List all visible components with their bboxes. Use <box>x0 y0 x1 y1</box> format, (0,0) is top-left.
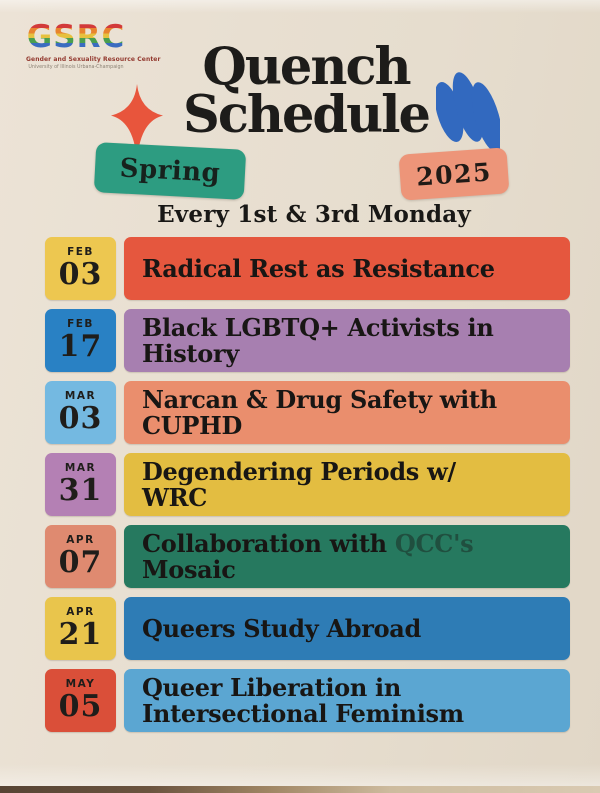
poster-title-line2: Schedule <box>183 84 431 145</box>
table-surface-edge <box>0 786 600 793</box>
event-date: APR 21 <box>45 597 116 660</box>
event-date: FEB 17 <box>45 309 116 372</box>
gsrc-logo-name: Gender and Sexuality Resource Center <box>26 56 161 63</box>
event-month: FEB <box>67 318 94 331</box>
paper-top-edge <box>0 0 600 13</box>
schedule-row: MAR 03 Narcan & Drug Safety with CUPHD <box>45 381 570 444</box>
event-title: Black LGBTQ+ Activists in History <box>142 313 494 368</box>
paper-bottom-edge <box>0 764 600 786</box>
schedule-row: APR 21 Queers Study Abroad <box>45 597 570 660</box>
event-date: MAY 05 <box>45 669 116 732</box>
event-month: MAR <box>64 390 97 403</box>
event-day: 21 <box>58 616 103 652</box>
poster-title-line1: Quench <box>202 37 411 97</box>
event-title: Radical Rest as Resistance <box>142 253 495 283</box>
event-month: APR <box>66 534 95 547</box>
gsrc-logo-acronym: GSRC <box>26 19 126 55</box>
event-bar: Queers Study Abroad <box>124 597 570 660</box>
season-badge: Spring <box>93 142 247 200</box>
event-day: 17 <box>58 328 103 364</box>
event-day: 03 <box>58 400 103 436</box>
event-bar: Degendering Periods w/ WRC <box>124 453 570 516</box>
event-day: 07 <box>58 544 103 580</box>
event-title-faded-part: QCC's <box>394 529 474 559</box>
event-title-part: Collaboration with <box>142 529 395 559</box>
event-bar: Radical Rest as Resistance <box>124 237 570 300</box>
event-title: Degendering Periods w/ WRC <box>142 457 456 512</box>
season-badge-label: Spring <box>118 153 222 189</box>
event-bar: Narcan & Drug Safety with CUPHD <box>124 381 570 444</box>
schedule-row: FEB 17 Black LGBTQ+ Activists in History <box>45 309 570 372</box>
event-date: MAR 31 <box>45 453 116 516</box>
event-day: 03 <box>58 256 103 292</box>
event-title-part: Mosaic <box>142 554 236 584</box>
event-bar: Queer Liberation in Intersectional Femin… <box>124 669 570 732</box>
event-month: FEB <box>67 246 94 259</box>
event-month: MAR <box>64 462 97 475</box>
gsrc-logo-university: University of Illinois Urbana-Champaign <box>28 65 124 70</box>
event-title: Collaboration with QCC's Mosaic <box>124 529 483 584</box>
schedule-row: FEB 03 Radical Rest as Resistance <box>45 237 570 300</box>
event-date: APR 07 <box>45 525 116 588</box>
schedule-row: MAY 05 Queer Liberation in Intersectiona… <box>45 669 570 732</box>
poster-title: Quench Schedule <box>6 37 600 145</box>
event-date: MAR 03 <box>45 381 116 444</box>
event-day: 31 <box>58 472 103 508</box>
year-badge-label: 2025 <box>415 156 493 192</box>
event-bar: Black LGBTQ+ Activists in History <box>124 309 570 372</box>
event-month: APR <box>66 606 95 619</box>
event-bar: Collaboration with QCC's Mosaic <box>124 525 570 588</box>
event-title: Queers Study Abroad <box>142 613 422 643</box>
event-title: Queer Liberation in Intersectional Femin… <box>142 673 464 728</box>
year-badge: 2025 <box>398 147 510 201</box>
event-day: 05 <box>58 688 103 724</box>
event-month: MAY <box>65 678 96 691</box>
sparkle-icon <box>111 84 163 162</box>
event-title: Narcan & Drug Safety with CUPHD <box>142 385 497 440</box>
gsrc-logo: GSRC Gender and Sexuality Resource Cente… <box>26 19 161 71</box>
schedule-subtitle: Every 1st & 3rd Monday <box>157 201 471 228</box>
schedule-row: MAR 31 Degendering Periods w/ WRC <box>45 453 570 516</box>
scribble-icon <box>436 72 500 152</box>
event-date: FEB 03 <box>45 237 116 300</box>
schedule-row: APR 07 Collaboration with QCC's Mosaic <box>45 525 570 588</box>
